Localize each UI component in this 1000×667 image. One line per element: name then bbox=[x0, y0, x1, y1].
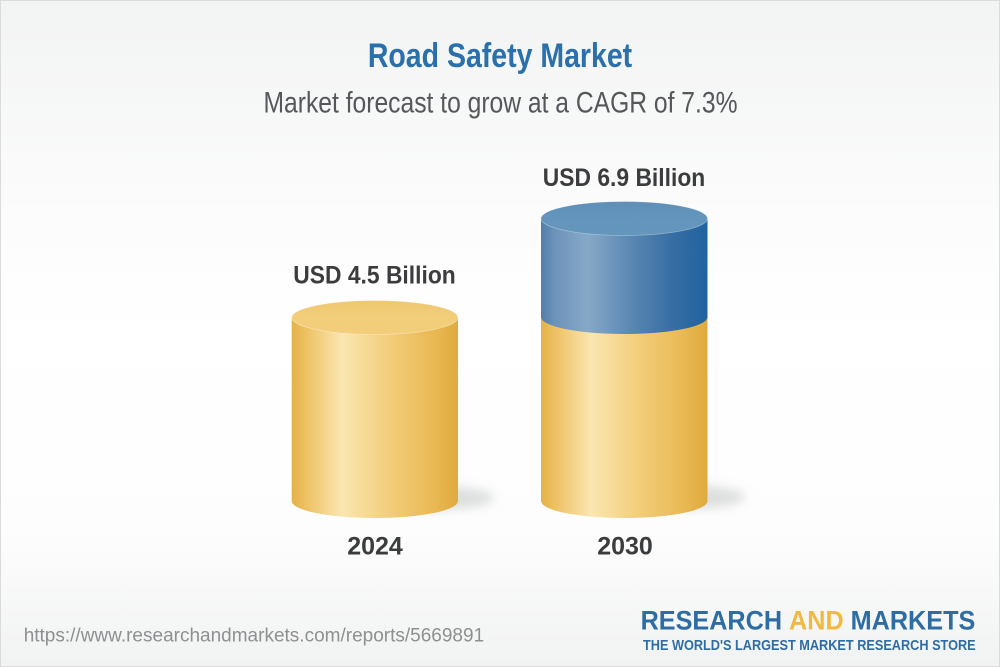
svg-text:USD 4.5 Billion: USD 4.5 Billion bbox=[293, 262, 455, 290]
svg-text:THE WORLD'S LARGEST MARKET RES: THE WORLD'S LARGEST MARKET RESEARCH STOR… bbox=[643, 637, 976, 653]
svg-text:2030: 2030 bbox=[597, 533, 653, 561]
svg-text:https://www.researchandmarkets: https://www.researchandmarkets.com/repor… bbox=[24, 626, 484, 647]
svg-text:Road Safety Market: Road Safety Market bbox=[368, 36, 633, 75]
svg-text:2024: 2024 bbox=[347, 533, 403, 561]
svg-text:Market forecast to grow at a C: Market forecast to grow at a CAGR of 7.3… bbox=[264, 85, 738, 119]
svg-text:USD 6.9 Billion: USD 6.9 Billion bbox=[543, 164, 705, 192]
svg-text:RESEARCH AND MARKETS: RESEARCH AND MARKETS bbox=[641, 605, 976, 636]
